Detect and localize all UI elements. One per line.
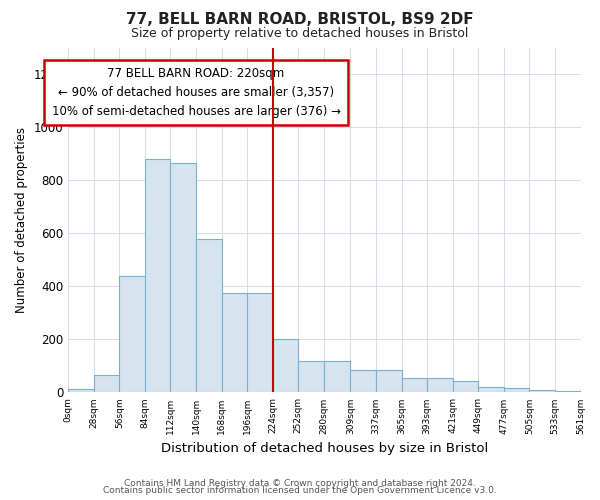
Bar: [376, 370, 401, 392]
Bar: [273, 340, 298, 392]
Bar: [427, 378, 452, 392]
Bar: [529, 390, 555, 392]
Bar: [145, 159, 170, 392]
Bar: [221, 293, 247, 392]
Bar: [350, 370, 376, 392]
Bar: [452, 382, 478, 392]
Bar: [324, 360, 350, 392]
Text: Contains public sector information licensed under the Open Government Licence v3: Contains public sector information licen…: [103, 486, 497, 495]
Bar: [504, 388, 529, 392]
Text: 77 BELL BARN ROAD: 220sqm
← 90% of detached houses are smaller (3,357)
10% of se: 77 BELL BARN ROAD: 220sqm ← 90% of detac…: [52, 67, 341, 118]
Y-axis label: Number of detached properties: Number of detached properties: [15, 127, 28, 313]
Bar: [247, 293, 273, 392]
Bar: [119, 276, 145, 392]
Bar: [196, 238, 221, 392]
Bar: [298, 360, 324, 392]
X-axis label: Distribution of detached houses by size in Bristol: Distribution of detached houses by size …: [161, 442, 488, 455]
Text: Size of property relative to detached houses in Bristol: Size of property relative to detached ho…: [131, 28, 469, 40]
Bar: [94, 375, 119, 392]
Bar: [170, 163, 196, 392]
Bar: [478, 386, 504, 392]
Bar: [555, 391, 581, 392]
Bar: [68, 389, 94, 392]
Text: 77, BELL BARN ROAD, BRISTOL, BS9 2DF: 77, BELL BARN ROAD, BRISTOL, BS9 2DF: [126, 12, 474, 28]
Text: Contains HM Land Registry data © Crown copyright and database right 2024.: Contains HM Land Registry data © Crown c…: [124, 478, 476, 488]
Bar: [401, 378, 427, 392]
